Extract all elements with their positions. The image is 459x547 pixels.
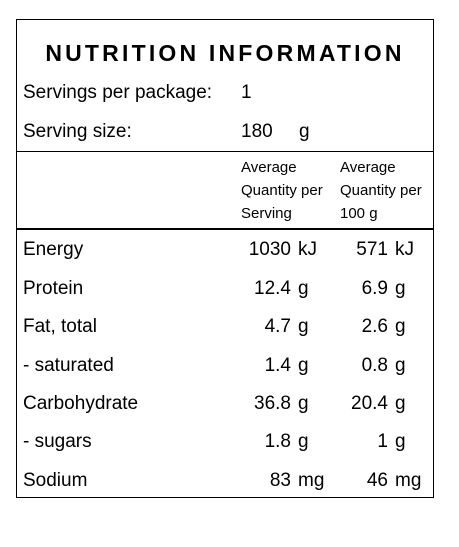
table-divider: [17, 228, 433, 230]
per-100g-unit: mg: [395, 470, 422, 491]
per-100g-value: 0.8: [361, 355, 388, 376]
per-100g-unit: g: [395, 355, 406, 376]
per-serving-value: 83: [269, 470, 291, 491]
nutrient-name: Protein: [23, 278, 84, 299]
per-100g-value: 571: [356, 239, 388, 260]
servings-label: Servings per package:: [23, 82, 213, 103]
per-100g-unit: g: [395, 431, 406, 452]
serving-size-value: 180: [241, 121, 273, 142]
nutrient-name: - sugars: [23, 431, 92, 452]
per-serving-unit: g: [298, 431, 309, 452]
per-serving-unit: g: [298, 278, 309, 299]
per-100g-unit: g: [395, 278, 406, 299]
per-100g-value: 2.6: [361, 316, 388, 337]
nutrition-panel: NUTRITION INFORMATION Servings per packa…: [16, 19, 434, 498]
column-header-per-100g: Average Quantity per 100 g: [340, 159, 422, 222]
serving-size-label: Serving size:: [23, 121, 132, 142]
nutrient-name: Fat, total: [23, 316, 97, 337]
panel-title: NUTRITION INFORMATION: [45, 40, 405, 66]
per-serving-value: 1.8: [264, 431, 291, 452]
per-serving-value: 1.4: [264, 355, 291, 376]
per-serving-value: 4.7: [264, 316, 291, 337]
per-serving-value: 12.4: [254, 278, 291, 299]
per-serving-value: 1030: [248, 239, 291, 260]
per-serving-unit: g: [298, 355, 309, 376]
servings-value: 1: [241, 82, 252, 103]
nutrient-name: - saturated: [23, 355, 114, 376]
nutrient-name: Carbohydrate: [23, 393, 139, 414]
nutrient-name: Sodium: [23, 470, 88, 491]
per-100g-unit: g: [395, 316, 406, 337]
column-header-per-serving: Average Quantity per Serving: [241, 159, 323, 222]
header-divider: [17, 151, 433, 152]
serving-size-unit: g: [299, 121, 310, 142]
per-serving-unit: g: [298, 316, 309, 337]
per-serving-unit: mg: [298, 470, 325, 491]
per-100g-unit: kJ: [395, 239, 414, 260]
per-serving-value: 36.8: [254, 393, 291, 414]
per-serving-unit: g: [298, 393, 309, 414]
per-100g-value: 1: [377, 431, 388, 452]
per-100g-value: 46: [366, 470, 388, 491]
per-100g-unit: g: [395, 393, 406, 414]
per-100g-value: 20.4: [351, 393, 388, 414]
per-100g-value: 6.9: [361, 278, 388, 299]
nutrient-name: Energy: [23, 239, 84, 260]
per-serving-unit: kJ: [298, 239, 317, 260]
